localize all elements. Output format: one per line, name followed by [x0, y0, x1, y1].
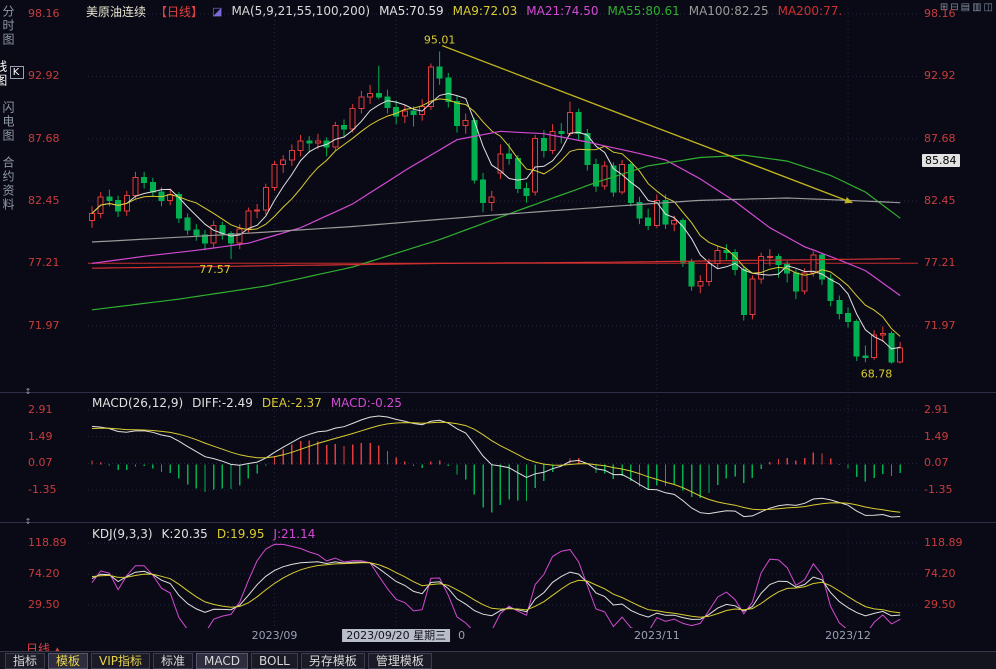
x-axis-label: 2023/09	[251, 629, 298, 642]
svg-text:68.78: 68.78	[861, 368, 893, 381]
macd-axis-label: 1.49	[28, 429, 53, 443]
macd-axis-label: 2.91	[924, 403, 949, 416]
sidebar-item-contract-info[interactable]: 合约资料	[0, 156, 17, 212]
ma-value-label: MA5:70.59	[379, 4, 444, 18]
macd-axis-label: -1.35	[28, 483, 57, 496]
tab-macd[interactable]: MACD	[196, 652, 249, 669]
kdj-panel-toggle-icon[interactable]: ↕	[24, 517, 32, 526]
ma-value-label: MA9:72.03	[452, 4, 518, 18]
kdj-header-value: D:19.95	[216, 527, 265, 541]
kdj-header: KDJ(9,3,3) K:20.35 D:19.95 J:21.14	[92, 527, 315, 541]
ma-value-label: MA200:77.	[777, 4, 843, 18]
kdj-axis-label: 118.89	[28, 536, 67, 549]
multi-pane-icon[interactable]: ⊟	[950, 2, 959, 13]
ma-values: MA5:70.59 MA9:72.03 MA21:74.50 MA55:80.61 MA…	[379, 4, 842, 18]
sidebar-item-label: 线图	[0, 60, 8, 88]
tab-template[interactable]: 模板	[48, 652, 89, 669]
price-axis-label: 71.97	[28, 318, 60, 332]
price-axis-label: 77.21	[28, 256, 60, 270]
tab-indicator[interactable]: 指标	[5, 652, 46, 669]
ma-value-label: MA21:74.50	[526, 4, 599, 18]
price-axis-label: 87.68	[28, 131, 60, 145]
k-badge-icon: K	[9, 66, 25, 79]
svg-text:77.57: 77.57	[199, 263, 231, 276]
price-axis-label: 98.16	[924, 7, 956, 20]
ma-value-label: MA55:80.61	[607, 4, 680, 18]
macd-axis-label: 0.07	[28, 456, 53, 470]
tab-manage-template[interactable]: 管理模板	[367, 652, 432, 669]
macd-axis-label: 0.07	[924, 456, 949, 470]
sidebar-item-kline-chart[interactable]: K 线图	[0, 60, 25, 88]
price-axis-label: 82.45	[28, 193, 60, 207]
ma-value-label: MA100:82.25	[688, 4, 769, 18]
expand-view-icon[interactable]: ◫	[983, 2, 993, 13]
x-axis-label: 2023/11	[633, 629, 680, 642]
tab-boll[interactable]: BOLL	[251, 652, 298, 669]
tab-vip-indicator[interactable]: VIP指标	[91, 652, 151, 669]
macd-axis-label: -1.35	[924, 483, 953, 496]
grid-layout-icon[interactable]: ⊞	[939, 2, 949, 13]
macd-header-value: DIFF:-2.49	[192, 396, 253, 410]
last-price-tag: 85.84	[922, 153, 960, 167]
sidebar-item-label: 闪电图	[1, 101, 15, 143]
tab-save-template[interactable]: 另存模板	[300, 652, 365, 669]
price-axis-label: 82.45	[924, 193, 956, 207]
price-axis-label: 87.68	[924, 131, 956, 145]
kdj-header-value: K:20.35	[161, 527, 208, 541]
kdj-header-value: KDJ(9,3,3)	[92, 527, 153, 541]
chart-header: 美原油连续 【日线】 ◪ MA(5,9,21,55,100,200) MA5:7…	[86, 3, 842, 19]
price-axis-label: 92.92	[28, 69, 60, 83]
bottom-tab-bar: 指标 模板 VIP指标 标准 MACD BOLL 另存模板 管理模板	[0, 651, 996, 669]
kdj-axis-label: 74.20	[28, 566, 60, 580]
macd-axis-label: 2.91	[28, 403, 53, 416]
macd-axis-label: 1.49	[924, 429, 949, 443]
ma-group-label: MA(5,9,21,55,100,200)	[231, 4, 371, 18]
ma-indicator-icon[interactable]: ◪	[212, 4, 223, 18]
kdj-header-value: J:21.14	[273, 527, 316, 541]
svg-text:95.01: 95.01	[424, 33, 456, 46]
price-axis-label: 92.92	[924, 69, 956, 83]
price-axis-label: 98.16	[28, 7, 60, 20]
x-axis-selected-date: 2023/09/20 星期三	[342, 629, 451, 642]
symbol-name: 美原油连续	[86, 4, 147, 19]
macd-panel-toggle-icon[interactable]: ↕	[24, 387, 32, 396]
candle-chart-icon[interactable]: ▥	[972, 2, 982, 13]
macd-header-value: DEA:-2.37	[261, 396, 322, 410]
bar-chart-icon[interactable]: ▤	[960, 2, 971, 13]
price-axis-label: 77.21	[924, 256, 956, 270]
kdj-axis-label: 29.50	[924, 598, 956, 611]
x-axis-label: 2023/12	[825, 629, 871, 642]
kdj-axis-label: 118.89	[924, 536, 963, 549]
sidebar-item-flash-chart[interactable]: 闪电图	[0, 101, 17, 143]
kdj-axis-label: 29.50	[28, 598, 60, 611]
sidebar-item-time-chart[interactable]: 分时图	[0, 5, 17, 47]
panel-divider[interactable]	[0, 522, 996, 523]
period-tag[interactable]: 【日线】	[155, 4, 204, 19]
macd-header-value: MACD:-0.25	[330, 396, 402, 410]
price-axis-label: 71.97	[924, 318, 956, 332]
panel-divider[interactable]	[0, 392, 996, 393]
tab-standard[interactable]: 标准	[153, 652, 194, 669]
header-toolbar: ⊞ ⊟ ▤ ▥ ◫	[940, 2, 993, 14]
sidebar-item-label: 合约资料	[1, 156, 15, 212]
kdj-axis-label: 74.20	[924, 566, 956, 580]
chart-type-sidebar: 分时图 K 线图闪电图合约资料	[0, 5, 25, 212]
macd-header: MACD(26,12,9) DIFF:-2.49 DEA:-2.37 MACD:-0.…	[92, 396, 402, 410]
sidebar-item-label: 分时图	[1, 5, 15, 47]
macd-header-value: MACD(26,12,9)	[92, 396, 184, 410]
x-axis-suffix: 0	[458, 629, 466, 642]
